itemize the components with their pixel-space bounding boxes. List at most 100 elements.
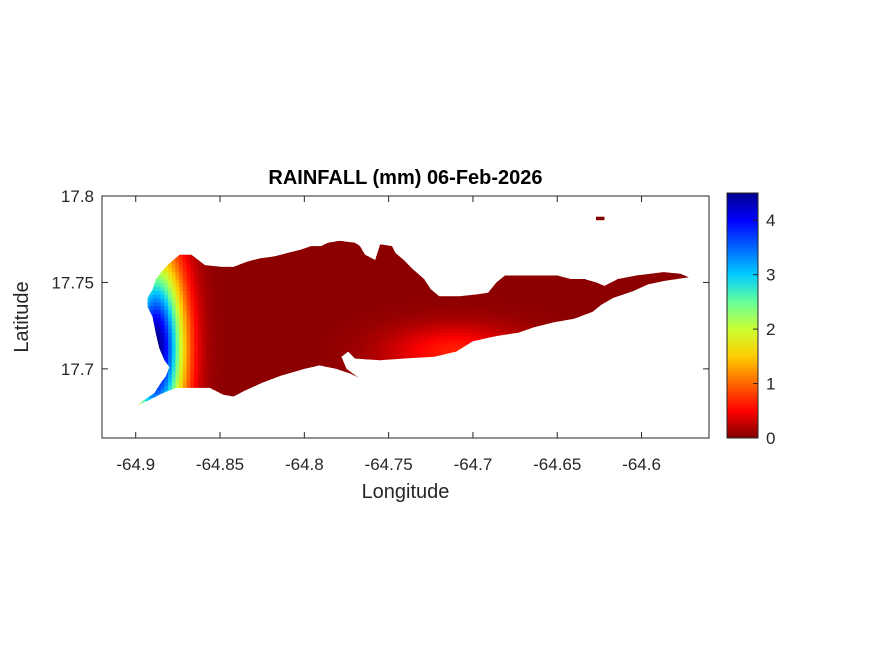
rain-cell xyxy=(160,309,165,314)
rain-cell xyxy=(264,336,269,341)
rain-cell xyxy=(401,275,407,280)
rain-cell xyxy=(268,366,273,371)
rain-cell xyxy=(446,317,451,322)
rain-cell xyxy=(175,351,180,356)
rain-cell xyxy=(446,339,451,345)
rain-cell xyxy=(401,297,407,303)
rain-cell xyxy=(331,332,336,337)
rain-cell xyxy=(264,275,269,280)
rain-cell xyxy=(160,294,165,299)
rain-cell xyxy=(390,282,395,288)
rain-cell xyxy=(186,347,191,352)
rain-cell xyxy=(194,366,199,371)
rain-cell xyxy=(394,267,399,272)
rain-cell xyxy=(409,347,414,352)
rain-cell xyxy=(390,355,395,360)
rain-cell xyxy=(190,358,195,364)
rain-cell xyxy=(242,290,247,295)
rain-cell xyxy=(390,339,395,345)
rain-cell xyxy=(283,362,288,368)
rain-cell xyxy=(442,324,447,330)
rain-cell xyxy=(175,275,180,280)
rain-cell xyxy=(360,320,366,326)
rain-cell xyxy=(409,336,414,341)
rain-cell xyxy=(427,297,433,303)
rain-cell xyxy=(156,301,162,307)
rain-cell xyxy=(316,301,321,307)
rain-cell xyxy=(220,374,225,379)
rain-cell xyxy=(231,317,236,322)
rain-cell xyxy=(220,294,225,299)
rain-cell xyxy=(383,301,388,307)
rain-cell xyxy=(320,286,325,291)
rain-cell xyxy=(323,286,329,291)
rain-cell xyxy=(297,351,303,356)
rain-cell xyxy=(405,332,410,337)
rain-cell xyxy=(179,301,184,307)
rain-cell xyxy=(453,301,459,307)
rain-cell xyxy=(160,313,165,318)
rain-cell xyxy=(175,366,180,371)
rain-cell xyxy=(457,336,462,341)
rain-cell xyxy=(309,294,314,299)
rain-cell xyxy=(260,358,266,364)
rain-cell xyxy=(175,278,180,284)
rain-cell xyxy=(212,317,217,322)
rain-cell xyxy=(379,305,384,310)
rain-cell xyxy=(346,263,351,269)
rain-cell xyxy=(171,320,177,326)
rain-cell xyxy=(475,309,481,314)
rain-cell xyxy=(294,286,299,291)
rain-cell xyxy=(409,271,414,276)
rain-cell xyxy=(234,374,240,379)
rain-cell xyxy=(253,355,258,360)
rain-cell xyxy=(490,313,496,318)
rain-cell xyxy=(379,351,384,356)
rain-cell xyxy=(323,336,329,341)
rain-cell xyxy=(457,324,462,330)
rain-cell xyxy=(405,336,410,341)
rain-cell xyxy=(208,381,214,387)
rain-cell xyxy=(342,347,347,352)
rain-cell xyxy=(335,305,340,310)
rain-cell xyxy=(264,358,269,364)
rain-cell xyxy=(301,347,306,352)
rain-cell xyxy=(212,362,217,368)
rain-cell xyxy=(420,305,425,310)
rain-cell xyxy=(205,301,210,307)
rain-cell xyxy=(342,366,347,371)
rain-cell xyxy=(431,313,436,318)
rain-cell xyxy=(257,320,262,326)
rain-cell xyxy=(164,271,169,276)
rain-cell xyxy=(375,324,381,330)
rain-cell xyxy=(164,351,169,356)
rain-cell xyxy=(372,336,377,341)
rain-cell xyxy=(386,275,392,280)
rain-cell xyxy=(271,320,277,326)
rain-cell xyxy=(234,336,240,341)
rain-cell xyxy=(175,320,180,326)
rain-cell xyxy=(338,256,344,261)
rain-cell xyxy=(279,290,284,295)
rain-cell xyxy=(379,313,384,318)
rain-cell xyxy=(227,282,232,288)
rain-cell xyxy=(294,332,299,337)
rain-cell xyxy=(342,294,347,299)
rain-cell xyxy=(412,297,418,303)
rain-cell xyxy=(231,351,236,356)
rain-cell xyxy=(153,389,158,394)
rain-cell xyxy=(357,248,362,253)
rain-cell xyxy=(234,366,240,371)
rain-cell xyxy=(424,286,429,291)
rain-cell xyxy=(257,271,262,276)
rain-cell xyxy=(501,332,507,337)
rain-cell xyxy=(208,320,214,326)
rain-cell xyxy=(197,324,203,330)
rain-cell xyxy=(309,290,314,295)
rain-cell xyxy=(205,385,210,390)
rain-cell xyxy=(283,332,288,337)
rain-cell xyxy=(171,339,177,345)
rain-cell xyxy=(205,282,210,288)
rain-cell xyxy=(271,301,277,307)
rain-cell xyxy=(498,328,503,333)
